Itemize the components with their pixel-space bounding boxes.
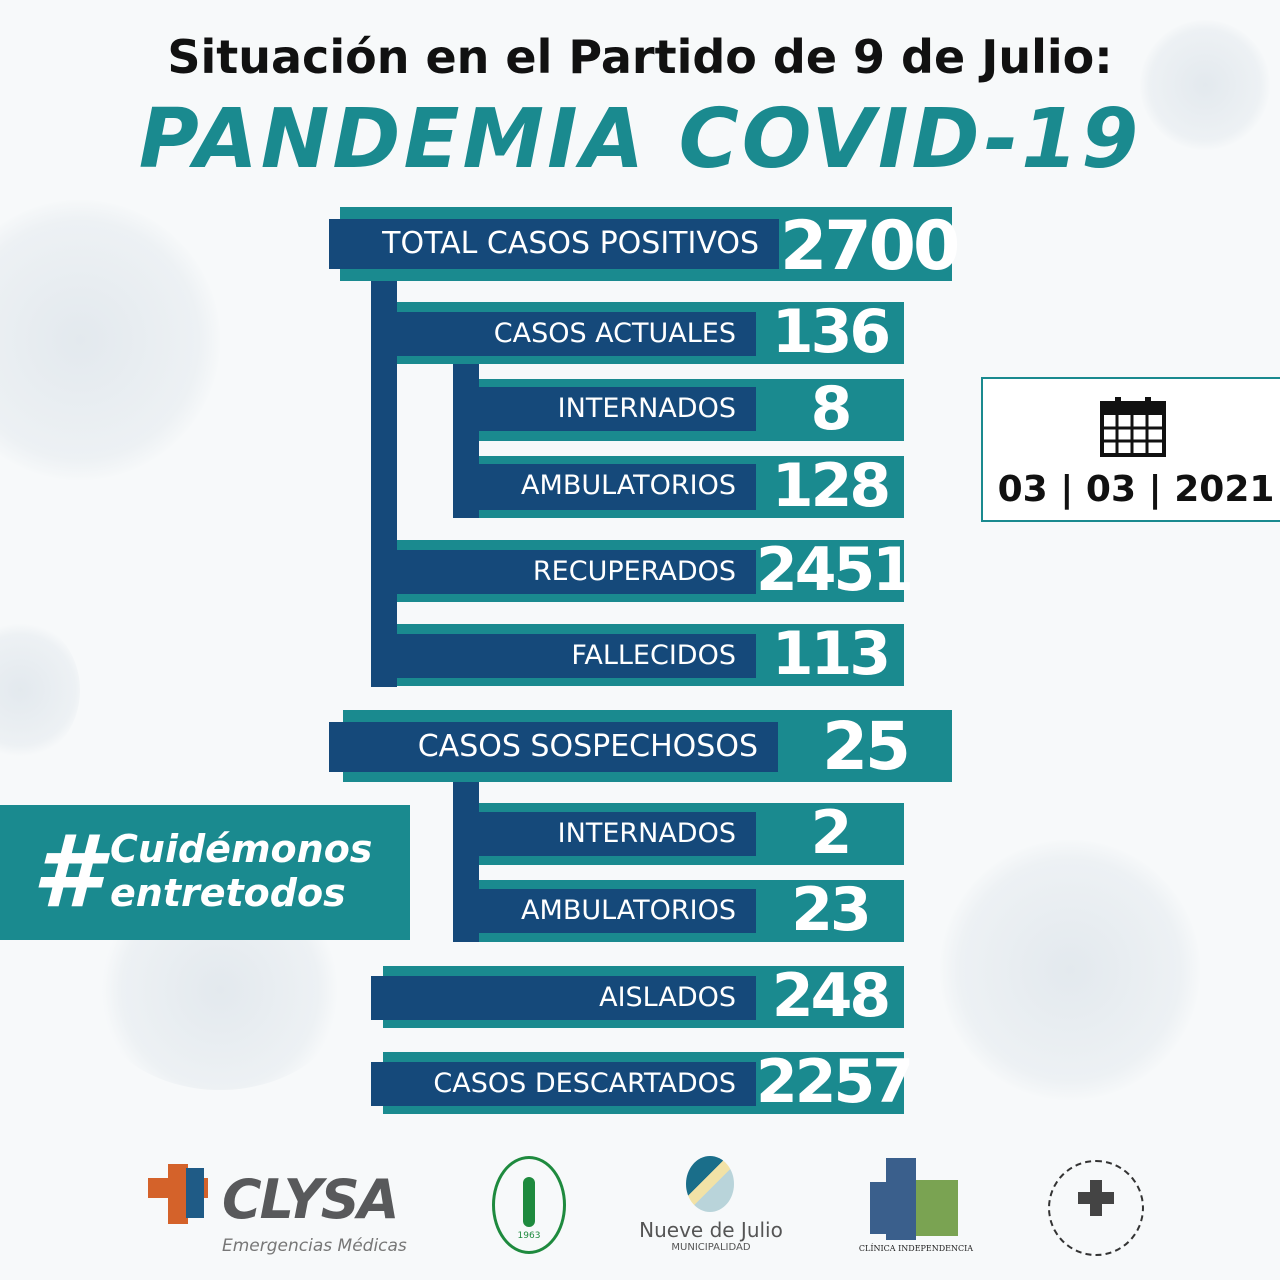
virus-decoration <box>1140 20 1270 150</box>
stat-value: 8 <box>810 374 853 444</box>
stat-value: 128 <box>771 451 891 521</box>
virus-decoration <box>940 840 1200 1100</box>
stat-value: 2451 <box>756 535 914 605</box>
stat-label: RECUPERADOS <box>371 550 756 594</box>
clinica-name: CLÍNICA INDEPENDENCIA <box>858 1244 974 1253</box>
hashtag-symbol: # <box>32 813 102 930</box>
municipal-name: Nueve de Julio <box>639 1218 783 1242</box>
connector-line <box>453 350 479 518</box>
stat-label: AISLADOS <box>371 976 756 1020</box>
clinica-logo: CLÍNICA INDEPENDENCIA <box>856 1156 976 1256</box>
association-logo <box>1048 1160 1144 1256</box>
header-subtitle: Situación en el Partido de 9 de Julio: <box>167 30 1113 84</box>
stat-label: FALLECIDOS <box>371 634 756 678</box>
calendar-icon <box>1100 397 1166 457</box>
clysa-sub: Emergencias Médicas <box>222 1236 407 1256</box>
stat-value: 25 <box>822 708 911 785</box>
stat-label: INTERNADOS <box>479 812 756 856</box>
stat-value: 2 <box>810 798 853 868</box>
stat-label: AMBULATORIOS <box>479 889 756 933</box>
stat-value: 248 <box>771 961 891 1031</box>
hashtag-line2: entretodos <box>110 871 346 915</box>
hashtag-line1: Cuidémonos <box>110 827 373 871</box>
stat-value: 136 <box>771 297 891 367</box>
municipalidad-logo: Nueve de Julio MUNICIPALIDAD <box>636 1156 786 1256</box>
stat-value: 2257 <box>756 1047 914 1117</box>
date-month: 03 <box>1085 469 1136 510</box>
page-title: PANDEMIA COVID-19 <box>138 92 1142 187</box>
connector-line <box>371 262 397 687</box>
stat-label: CASOS ACTUALES <box>397 312 756 356</box>
stat-label: CASOS DESCARTADOS <box>371 1062 756 1106</box>
date-day: 03 <box>997 469 1048 510</box>
stat-label: AMBULATORIOS <box>479 464 756 510</box>
virus-decoration <box>0 620 80 760</box>
hashtag-banner: # Cuidémonos entretodos <box>0 805 410 940</box>
virus-decoration <box>0 200 220 480</box>
circulo-medico-logo: 1963 <box>492 1156 566 1254</box>
stat-value: 113 <box>771 619 891 689</box>
date-box: 03 | 03 | 2021 <box>981 377 1280 522</box>
date-year: 2021 <box>1174 469 1275 510</box>
stat-value: 2700 <box>780 207 960 286</box>
circulo-year: 1963 <box>517 1231 541 1241</box>
connector-line <box>453 770 479 942</box>
stat-label: CASOS SOSPECHOSOS <box>329 722 778 772</box>
stat-value: 23 <box>791 875 872 945</box>
stat-label: INTERNADOS <box>479 387 756 431</box>
municipal-sub: MUNICIPALIDAD <box>671 1242 751 1253</box>
clysa-name: CLYSA <box>222 1168 399 1231</box>
clysa-logo: CLYSA Emergencias Médicas <box>134 1160 419 1260</box>
stat-label: TOTAL CASOS POSITIVOS <box>329 219 779 269</box>
